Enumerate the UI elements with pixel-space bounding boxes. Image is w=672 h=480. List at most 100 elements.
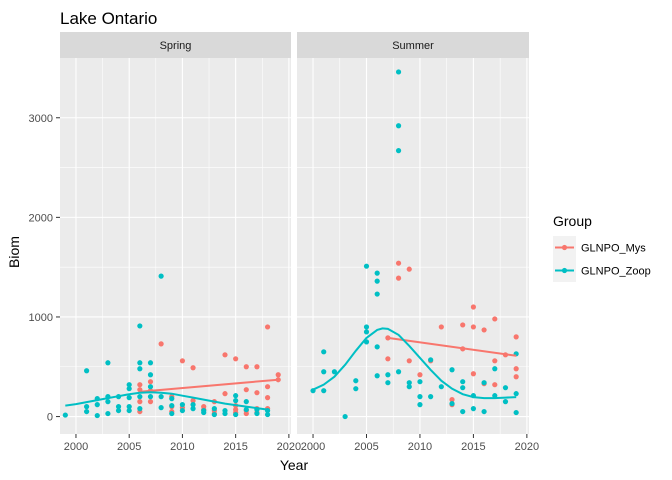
y-axis-title: Biom — [6, 236, 22, 268]
point-glnpo-mys — [395, 275, 402, 281]
legend-label: GLNPO_Zoop — [581, 266, 651, 278]
trend-line-glnpo-mys — [387, 336, 517, 357]
point-glnpo-zoop — [513, 391, 519, 397]
legend: Group GLNPO_Mys GLNPO_Zoop — [553, 213, 651, 282]
point-glnpo-zoop — [470, 406, 477, 412]
point-glnpo-mys — [137, 382, 143, 388]
point-glnpo-zoop — [342, 413, 348, 420]
point-glnpo-zoop — [406, 384, 412, 390]
x-axis-title: Year — [280, 457, 309, 473]
point-glnpo-zoop — [169, 403, 175, 409]
point-glnpo-zoop — [84, 404, 90, 410]
point-glnpo-zoop — [169, 396, 175, 402]
point-glnpo-zoop — [417, 394, 423, 400]
point-glnpo-zoop — [126, 404, 132, 410]
point-glnpo-zoop — [179, 402, 186, 408]
point-glnpo-mys — [233, 356, 239, 362]
point-glnpo-zoop — [243, 406, 249, 413]
x-tick-label: 2010 — [170, 441, 194, 453]
strip-summer — [297, 32, 529, 58]
point-glnpo-mys — [395, 260, 402, 266]
point-glnpo-zoop — [115, 404, 122, 410]
point-glnpo-zoop — [233, 393, 239, 399]
point-glnpo-zoop — [385, 372, 391, 378]
x-tick-label: 2020 — [277, 441, 301, 453]
panel-spring: Spring 2000 2005 2010 2015 2020 0 1000 2000 3000 — [29, 32, 301, 453]
point-glnpo-zoop — [321, 388, 327, 394]
point-glnpo-zoop — [84, 408, 90, 415]
point-glnpo-mys — [222, 391, 228, 397]
point-glnpo-zoop — [126, 386, 132, 392]
point-glnpo-mys — [406, 358, 412, 364]
point-glnpo-zoop — [353, 386, 359, 392]
point-glnpo-zoop — [492, 366, 498, 372]
point-glnpo-mys — [264, 384, 271, 390]
point-glnpo-mys — [190, 365, 196, 371]
point-glnpo-zoop — [481, 380, 487, 386]
chart-title: Lake Ontario — [60, 9, 157, 28]
point-glnpo-mys — [147, 399, 154, 405]
point-glnpo-zoop — [449, 401, 455, 407]
point-glnpo-zoop — [147, 384, 154, 390]
point-glnpo-mys — [449, 397, 455, 403]
y-tick-label: 2000 — [29, 212, 53, 224]
point-glnpo-zoop — [147, 360, 154, 366]
x-tick-label: 2005 — [117, 441, 141, 453]
point-glnpo-zoop — [428, 394, 434, 400]
point-glnpo-mys — [275, 372, 281, 378]
point-glnpo-mys — [179, 358, 186, 364]
y-tick-label: 0 — [47, 412, 53, 424]
legend-label: GLNPO_Mys — [581, 243, 646, 255]
point-glnpo-zoop — [449, 367, 455, 373]
legend-item-glnpo-mys: GLNPO_Mys — [553, 236, 646, 259]
point-glnpo-mys — [243, 387, 249, 393]
point-glnpo-mys — [513, 366, 519, 372]
x-tick-label: 2015 — [461, 441, 485, 453]
point-glnpo-mys — [264, 395, 271, 401]
point-glnpo-zoop — [321, 369, 327, 375]
point-glnpo-zoop — [222, 407, 228, 414]
point-glnpo-zoop — [428, 357, 434, 363]
x-tick-label: 2015 — [223, 441, 247, 453]
point-glnpo-zoop — [115, 407, 122, 414]
point-glnpo-mys — [264, 324, 271, 330]
point-glnpo-zoop — [395, 69, 402, 75]
point-glnpo-mys — [492, 358, 498, 364]
point-glnpo-zoop — [126, 407, 132, 414]
point-glnpo-zoop — [233, 398, 239, 404]
point-glnpo-mys — [513, 334, 519, 340]
point-glnpo-zoop — [374, 344, 380, 350]
point-glnpo-zoop — [137, 406, 143, 412]
point-glnpo-zoop — [374, 373, 380, 379]
point-glnpo-zoop — [190, 406, 196, 412]
point-glnpo-zoop — [374, 278, 380, 284]
point-glnpo-zoop — [147, 372, 154, 378]
point-glnpo-zoop — [158, 394, 164, 400]
x-tick-label: 2020 — [515, 441, 539, 453]
point-glnpo-zoop — [502, 399, 509, 405]
point-glnpo-mys — [254, 390, 260, 396]
point-glnpo-zoop — [201, 409, 207, 416]
point-glnpo-zoop — [105, 360, 111, 366]
point-glnpo-mys — [470, 324, 477, 330]
point-glnpo-zoop — [233, 411, 239, 418]
point-glnpo-zoop — [481, 408, 487, 415]
point-glnpo-zoop — [137, 360, 143, 366]
panel-background — [60, 58, 291, 434]
point-glnpo-zoop — [190, 402, 196, 408]
point-glnpo-zoop — [363, 329, 370, 335]
x-tick-label: 2000 — [301, 441, 325, 453]
legend-title: Group — [553, 213, 592, 229]
point-glnpo-zoop — [417, 402, 423, 408]
point-glnpo-zoop — [94, 402, 100, 408]
point-glnpo-mys — [158, 341, 164, 347]
point-glnpo-zoop — [147, 394, 154, 400]
point-glnpo-mys — [438, 324, 444, 330]
point-glnpo-zoop — [353, 378, 359, 384]
point-glnpo-zoop — [137, 366, 143, 372]
strip-spring — [60, 32, 291, 58]
point-glnpo-zoop — [158, 405, 164, 411]
point-glnpo-zoop — [374, 270, 380, 276]
point-glnpo-zoop — [254, 410, 260, 417]
